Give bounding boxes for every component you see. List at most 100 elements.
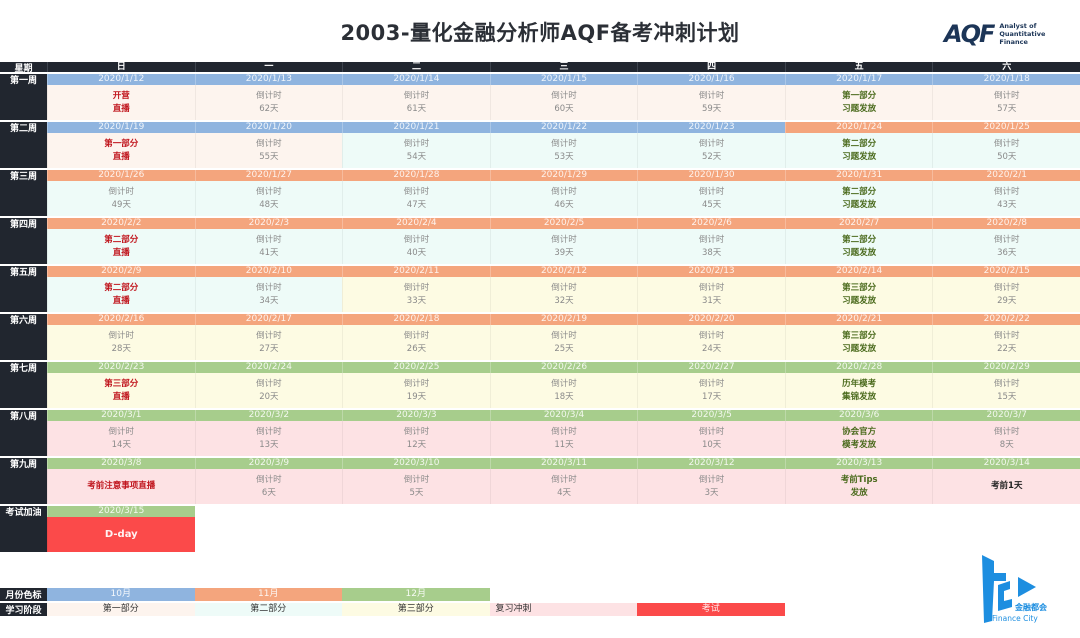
legend-month-11: 11月 <box>194 588 342 601</box>
day-line1: 倒计时 <box>256 138 282 149</box>
day-line1: 倒计时 <box>403 378 430 389</box>
week-label-body <box>0 133 47 168</box>
day-line2: 习题发放 <box>842 199 877 210</box>
day-cell: 倒计时 40天 <box>342 229 490 264</box>
exam-day-cell: D-day <box>47 517 195 552</box>
legend-stage-review: 复习冲刺 <box>489 603 637 616</box>
day-cell: 倒计时 22天 <box>932 325 1080 360</box>
day-line1: 倒计时 <box>403 282 430 293</box>
day-line1: 倒计时 <box>698 186 725 197</box>
aqf-logo-mark: AQF <box>944 20 995 48</box>
day-date: 2020/2/1 <box>932 170 1080 181</box>
day-date: 2020/2/14 <box>784 266 933 277</box>
day-cell: 倒计时 24天 <box>637 325 785 360</box>
day-line1: 第一部分 <box>104 138 139 149</box>
dday-text: D-day <box>104 529 138 540</box>
day-cell: 倒计时 61天 <box>342 85 490 120</box>
day-line2: 26天 <box>406 343 427 354</box>
weekday-sat: 六 <box>932 62 1080 72</box>
day-line2: 61天 <box>406 103 427 114</box>
day-line1: 倒计时 <box>256 330 282 341</box>
day-line1: 倒计时 <box>403 330 430 341</box>
day-line2: 习题发放 <box>842 103 877 114</box>
day-line1: 倒计时 <box>698 138 725 149</box>
week-label-body <box>0 85 47 120</box>
day-cell: 倒计时 28天 <box>47 325 195 360</box>
day-cell: 第三部分 直播 <box>47 373 195 408</box>
day-line2: 习题发放 <box>842 151 877 162</box>
day-line2: 36天 <box>997 247 1017 258</box>
day-line2: 习题发放 <box>842 343 877 354</box>
day-line2: 发放 <box>850 487 868 498</box>
day-line1: 倒计时 <box>698 330 725 341</box>
day-date: 2020/2/23 <box>47 362 195 373</box>
day-date: 2020/2/19 <box>489 314 638 325</box>
week-label: 第六周 <box>0 314 47 326</box>
day-date: 2020/2/25 <box>342 362 490 373</box>
day-date: 2020/2/17 <box>194 314 343 325</box>
month-legend-label: 月份色标 <box>0 588 47 601</box>
day-line2: 20天 <box>259 391 279 402</box>
day-line2: 39天 <box>554 247 574 258</box>
day-cell: 倒计时 62天 <box>194 85 343 120</box>
day-date: 2020/2/27 <box>637 362 785 373</box>
day-line2: 48天 <box>259 199 279 210</box>
day-date: 2020/2/7 <box>784 218 933 229</box>
day-line2: 直播 <box>112 391 130 402</box>
week-label: 第五周 <box>0 266 47 278</box>
day-line2: 55天 <box>259 151 279 162</box>
day-date: 2020/3/10 <box>342 458 490 469</box>
day-date: 2020/1/30 <box>637 170 785 181</box>
day-line1: 第二部分 <box>104 234 139 245</box>
day-cell: 倒计时 8天 <box>932 421 1080 456</box>
day-line1: 第三部分 <box>842 282 877 293</box>
day-line1: 倒计时 <box>551 330 577 341</box>
legend-month-10: 10月 <box>47 588 195 601</box>
day-date: 2020/3/6 <box>784 410 933 421</box>
day-date: 2020/3/3 <box>342 410 490 421</box>
day-date: 2020/1/15 <box>489 74 638 85</box>
day-line2: 53天 <box>554 151 574 162</box>
day-line2: 34天 <box>259 295 279 306</box>
day-cell: 倒计时 50天 <box>932 133 1080 168</box>
day-date: 2020/2/9 <box>47 266 195 277</box>
day-line1: 倒计时 <box>256 90 282 101</box>
day-line2: 54天 <box>406 151 427 162</box>
day-line1: 倒计时 <box>403 426 430 437</box>
week-row: 第八周 2020/3/1 2020/3/2 2020/3/3 2020/3/4 2020/… <box>0 410 1080 456</box>
day-date: 2020/2/6 <box>637 218 785 229</box>
day-cell: 倒计时 36天 <box>932 229 1080 264</box>
week-label: 第三周 <box>0 170 47 182</box>
day-line2: 8天 <box>999 439 1014 450</box>
day-line1: 倒计时 <box>994 282 1020 293</box>
day-cell: 倒计时 49天 <box>47 181 195 216</box>
day-line2: 27天 <box>259 343 279 354</box>
day-line2: 17天 <box>701 391 722 402</box>
day-line1: 倒计时 <box>551 234 577 245</box>
day-line1: 倒计时 <box>551 90 577 101</box>
week-label: 第一周 <box>0 74 47 86</box>
day-line2: 38天 <box>701 247 722 258</box>
day-date: 2020/3/5 <box>637 410 785 421</box>
day-line1: 倒计时 <box>698 234 725 245</box>
day-cell: 第二部分 习题发放 <box>784 229 933 264</box>
day-line1: 考前Tips <box>840 474 878 485</box>
day-line1: 倒计时 <box>698 282 725 293</box>
week-label-body <box>0 373 47 408</box>
day-line1: 倒计时 <box>698 426 725 437</box>
day-line1: 第一部分 <box>842 90 877 101</box>
day-line2: 49天 <box>111 199 131 210</box>
weeks-container: 第一周 2020/1/12 2020/1/13 2020/1/14 2020/1/15 2… <box>0 74 1080 504</box>
day-cell: 倒计时 26天 <box>342 325 490 360</box>
day-line2: 13天 <box>259 439 279 450</box>
day-line1: 第二部分 <box>842 138 877 149</box>
day-date: 2020/1/17 <box>784 74 933 85</box>
stage-legend-label: 学习阶段 <box>0 603 47 616</box>
day-cell: 倒计时 57天 <box>932 85 1080 120</box>
day-cell: 倒计时 6天 <box>194 469 343 504</box>
day-cell: 考前1天 <box>932 469 1080 504</box>
day-line2: 4天 <box>557 487 571 498</box>
day-line1: 倒计时 <box>698 474 725 485</box>
day-cell: 第二部分 直播 <box>47 277 195 312</box>
day-line1: 第二部分 <box>842 186 877 197</box>
